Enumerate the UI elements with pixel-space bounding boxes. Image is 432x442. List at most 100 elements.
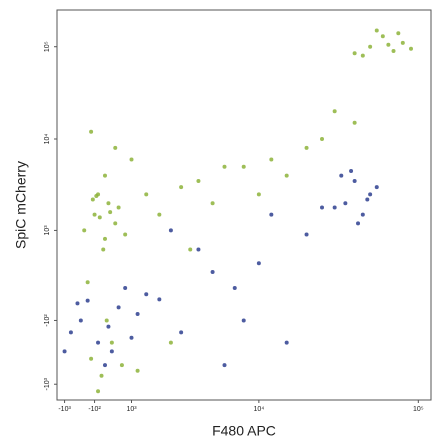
point [352, 179, 357, 184]
point [320, 205, 325, 210]
y-axis-label: SpiC mCherry [13, 161, 29, 249]
point [210, 201, 215, 206]
point [113, 221, 118, 226]
point [196, 247, 201, 252]
point [188, 247, 193, 252]
point [157, 212, 162, 217]
point [360, 212, 365, 217]
point [116, 305, 121, 310]
point [284, 340, 289, 345]
point [113, 145, 118, 150]
point [116, 205, 121, 210]
point [106, 324, 111, 329]
point [92, 212, 97, 217]
point [96, 389, 101, 394]
point [104, 318, 109, 323]
x-tick-label: 10⁴ [253, 406, 264, 413]
point [304, 145, 309, 150]
point [144, 192, 149, 197]
point [68, 330, 73, 335]
point [102, 363, 107, 368]
point [108, 210, 113, 215]
point [96, 340, 101, 345]
point [365, 197, 370, 202]
x-axis-label: F480 APC [212, 423, 276, 439]
point [109, 349, 114, 354]
point [102, 173, 107, 178]
point [343, 201, 348, 206]
point [85, 298, 90, 303]
point [135, 368, 140, 373]
y-tick-label: 10³ [44, 225, 51, 236]
point [400, 40, 405, 45]
point [210, 269, 215, 274]
point [241, 164, 246, 169]
point [356, 221, 361, 226]
point [368, 192, 373, 197]
point [135, 311, 140, 316]
point [269, 212, 274, 217]
point [99, 373, 104, 378]
point [75, 301, 80, 306]
point [90, 197, 95, 202]
point [391, 48, 396, 53]
point [408, 46, 413, 51]
point [232, 286, 237, 291]
point [78, 318, 83, 323]
point [222, 363, 227, 368]
point [82, 228, 87, 233]
point [85, 280, 90, 285]
y-tick-label: -10² [44, 314, 51, 327]
point [89, 129, 94, 134]
point [256, 261, 261, 266]
point [129, 157, 134, 162]
point [168, 340, 173, 345]
x-tick-label: -10² [88, 406, 101, 413]
point [352, 120, 357, 125]
point [352, 51, 357, 56]
point [374, 28, 379, 33]
point [304, 232, 309, 237]
point [123, 232, 128, 237]
point [332, 109, 337, 114]
point [89, 356, 94, 361]
point [396, 31, 401, 36]
point [386, 42, 391, 47]
x-tick-label: 10⁵ [413, 406, 424, 413]
point [320, 136, 325, 141]
point [129, 335, 134, 340]
point [157, 297, 162, 302]
point [97, 215, 102, 220]
point [62, 349, 67, 354]
point [374, 185, 379, 190]
point [349, 168, 354, 173]
point [368, 44, 373, 49]
point [123, 286, 128, 291]
point [222, 164, 227, 169]
point [168, 228, 173, 233]
point [339, 173, 344, 178]
point [106, 201, 111, 206]
x-tick-label: -10³ [58, 406, 71, 413]
point [241, 318, 246, 323]
point [119, 363, 124, 368]
point [269, 157, 274, 162]
plot-frame [56, 9, 432, 401]
point [256, 192, 261, 197]
point [179, 185, 184, 190]
point [102, 236, 107, 241]
point [179, 330, 184, 335]
point [196, 179, 201, 184]
point [144, 292, 149, 297]
point [284, 173, 289, 178]
point [101, 247, 106, 252]
point [360, 53, 365, 58]
point [332, 205, 337, 210]
point [109, 340, 114, 345]
y-tick-label: -10³ [44, 377, 51, 390]
point [94, 194, 99, 199]
y-tick-label: 10⁵ [44, 41, 51, 52]
y-tick-label: 10⁴ [44, 134, 51, 145]
x-tick-label: 10³ [126, 406, 137, 413]
